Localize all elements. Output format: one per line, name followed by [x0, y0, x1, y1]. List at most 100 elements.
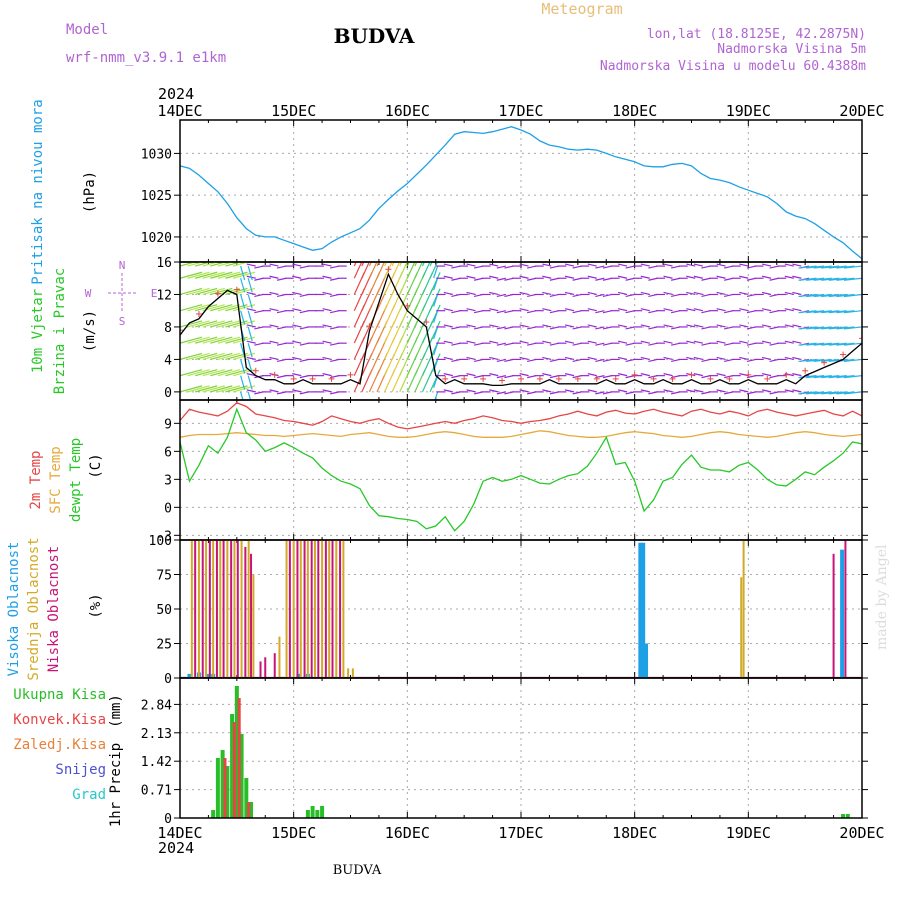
wind-barb [194, 336, 218, 344]
wind-barb [466, 356, 476, 360]
wind-barb [716, 263, 726, 267]
wind-barb [217, 304, 241, 312]
wind-barb [353, 262, 363, 279]
wind-barb [836, 375, 855, 379]
wind-barb [292, 263, 302, 267]
wind-barb [784, 324, 794, 328]
wind-barb [269, 340, 279, 344]
cloud-unit: (%) [88, 593, 104, 618]
wind-barb [254, 391, 264, 395]
wind-barb [798, 358, 817, 363]
wind-barb [496, 326, 506, 330]
wind-barb [572, 391, 582, 395]
wind-barb [504, 293, 514, 298]
wind-barb [640, 263, 650, 267]
wind-barb [473, 293, 484, 298]
date-tick-label: 16DEC [385, 102, 430, 120]
cloud-bar [296, 540, 299, 678]
wind-barb [202, 385, 225, 393]
wind-barb [527, 326, 537, 330]
wind-barb [784, 275, 794, 279]
wind-barb [519, 373, 529, 377]
year-bottom: 2024 [158, 839, 194, 857]
wind-barb [564, 275, 575, 279]
cloud-bar [212, 540, 215, 678]
wind-barb [798, 326, 817, 330]
wind-barb [792, 340, 802, 344]
wind-barb [806, 326, 825, 330]
wind-barb [640, 275, 650, 279]
wind-barb [663, 291, 673, 296]
precip-bar [225, 766, 230, 818]
cloud-bar [205, 540, 208, 678]
cloud-panel: 0 25 50 75 100 [149, 534, 868, 687]
cloud-bar [219, 540, 222, 678]
wind-barb [671, 342, 681, 346]
wind-barb [564, 373, 575, 377]
wind-barb [451, 342, 461, 346]
wind-barb [761, 340, 772, 344]
wind-barb [519, 340, 529, 344]
wind-barb [180, 320, 203, 328]
wind-panel: 0 4 8 12 16 N S W E [85, 256, 868, 401]
wind-barb [187, 320, 210, 328]
wind-barb [821, 375, 840, 379]
wind-barb [451, 310, 461, 314]
wind-barb [466, 275, 476, 279]
wind-barb [322, 373, 332, 377]
wind-barb [299, 310, 309, 314]
y-tick-label: 4 [164, 353, 172, 368]
wind-barb [489, 275, 499, 279]
wind-barb [527, 375, 537, 379]
wind-barb [299, 358, 309, 362]
wind-barb [466, 389, 476, 393]
wind-barb [202, 287, 225, 296]
wind-compass: N S W E [85, 259, 158, 328]
cloud-bar [197, 540, 200, 678]
wind-barb [433, 265, 439, 279]
wind-barb [217, 352, 241, 360]
wind-barb [843, 358, 862, 363]
wind-barb [625, 310, 635, 314]
wind-barb [806, 358, 825, 363]
wind-barb [648, 375, 658, 379]
cloud-bar [351, 668, 354, 678]
wind-barb [247, 375, 253, 390]
wind-barb [276, 358, 287, 362]
wind-barb [406, 262, 416, 279]
wind-speed-line [180, 272, 862, 387]
meteogram-label: Meteogram [541, 0, 622, 18]
wind-barb [821, 342, 840, 346]
wind-barb [232, 271, 256, 279]
wind-barb [701, 265, 711, 269]
wind-barb [210, 336, 233, 344]
wind-barb [769, 358, 779, 362]
wind-barb [519, 263, 529, 267]
wind-barb [451, 326, 461, 330]
wind-barb [693, 308, 703, 312]
precip-bar [249, 802, 254, 818]
wind-barb [429, 272, 441, 295]
wind-barb [828, 293, 847, 298]
wind-barb [210, 352, 233, 360]
wind-barb [587, 373, 597, 377]
wind-barb [240, 265, 246, 281]
cloud-bar [273, 653, 276, 678]
wind-barb [617, 275, 628, 279]
wind-barb [269, 275, 279, 279]
wind-barb [292, 291, 302, 296]
wind-barb [276, 265, 287, 269]
wind-barb [202, 320, 225, 328]
wind-barb [746, 342, 757, 346]
wind-barb [322, 389, 332, 393]
wind-barb [429, 320, 441, 344]
wind-barb [564, 389, 575, 393]
wind-barb [542, 356, 552, 360]
wind-barb [292, 389, 302, 393]
y-tick-label: 1020 [141, 231, 172, 246]
wind-barb [322, 340, 332, 344]
wind-barb [433, 342, 439, 356]
wind-barb [368, 262, 378, 279]
wind-barb [617, 263, 628, 267]
wind-barb [792, 263, 802, 267]
